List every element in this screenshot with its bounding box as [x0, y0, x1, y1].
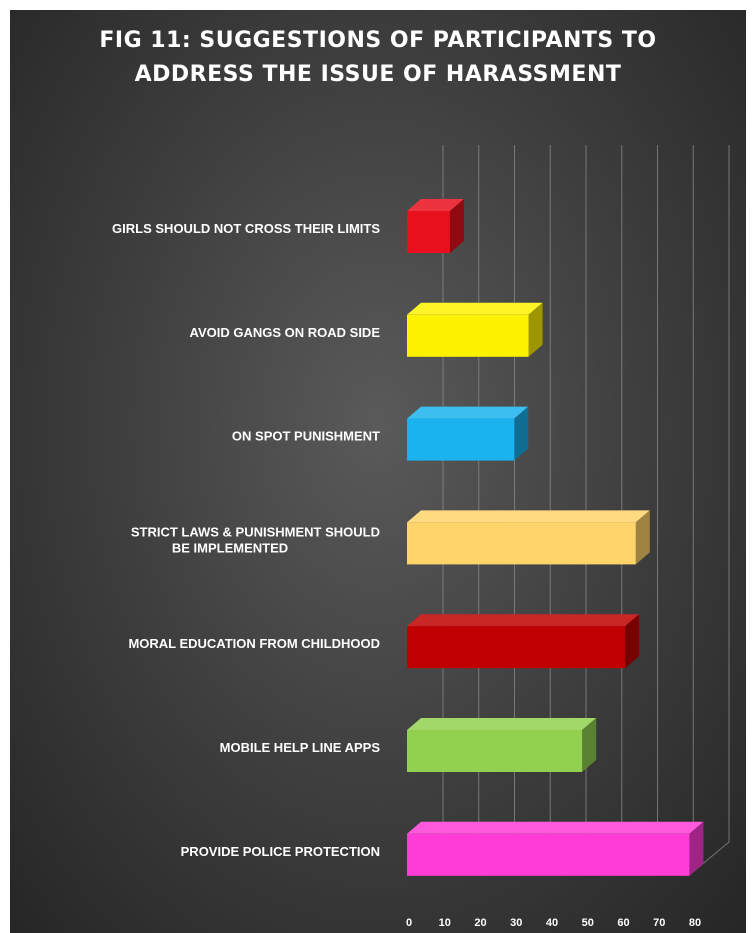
bar-side-3	[635, 510, 650, 565]
bar-side-0	[449, 199, 464, 253]
bar-4	[407, 626, 626, 669]
tick-label-40: 40	[546, 917, 558, 929]
tick-label-20: 20	[474, 917, 486, 929]
bar-side-6	[689, 821, 704, 876]
chart-title-line-2: ADDRESS THE ISSUE OF HARASSMENT	[134, 62, 622, 87]
tick-label-60: 60	[617, 917, 629, 929]
category-label-4-0: MORAL EDUCATION FROM CHILDHOOD	[128, 636, 380, 651]
bar-side-2	[514, 406, 529, 461]
category-label-6-0: PROVIDE POLICE PROTECTION	[181, 844, 380, 859]
bar-6	[407, 833, 690, 876]
category-label-0-0: GIRLS SHOULD NOT CROSS THEIR LIMITS	[112, 221, 380, 236]
category-label-3-1: BE IMPLEMENTED	[172, 540, 288, 555]
bar-side-4	[625, 614, 640, 669]
bar-side-1	[528, 302, 543, 357]
chart-panel: FIG 11: SUGGESTIONS OF PARTICIPANTS TO A…	[10, 10, 746, 933]
category-label-5-0: MOBILE HELP LINE APPS	[220, 740, 381, 755]
bar-3	[407, 522, 636, 565]
bar-5	[407, 730, 583, 772]
tick-label-50: 50	[582, 917, 594, 929]
bar-chart: GIRLS SHOULD NOT CROSS THEIR LIMITS AVOID…	[112, 145, 730, 929]
bar-0	[407, 211, 450, 253]
bar-1	[407, 314, 529, 357]
category-label-1-0: AVOID GANGS ON ROAD SIDE	[190, 325, 381, 340]
bar-top-3	[407, 510, 650, 523]
tick-label-10: 10	[439, 917, 451, 929]
bar-top-6	[407, 821, 704, 834]
tick-label-70: 70	[653, 917, 665, 929]
bar-top-0	[407, 199, 464, 211]
bar-top-2	[407, 406, 529, 419]
category-label-3-0: STRICT LAWS & PUNISHMENT SHOULD	[131, 524, 380, 539]
bar-top-5	[407, 718, 597, 730]
bar-2	[407, 418, 515, 461]
bar-side-5	[582, 718, 597, 772]
chart-title-line-1: FIG 11: SUGGESTIONS OF PARTICIPANTS TO	[99, 28, 657, 53]
tick-label-80: 80	[689, 917, 701, 929]
chart-title: FIG 11: SUGGESTIONS OF PARTICIPANTS TO A…	[10, 24, 746, 92]
tick-label-30: 30	[510, 917, 522, 929]
category-label-2-0: ON SPOT PUNISHMENT	[232, 429, 380, 444]
bar-top-4	[407, 614, 640, 627]
bar-top-1	[407, 302, 543, 315]
tick-label-0: 0	[406, 917, 412, 929]
